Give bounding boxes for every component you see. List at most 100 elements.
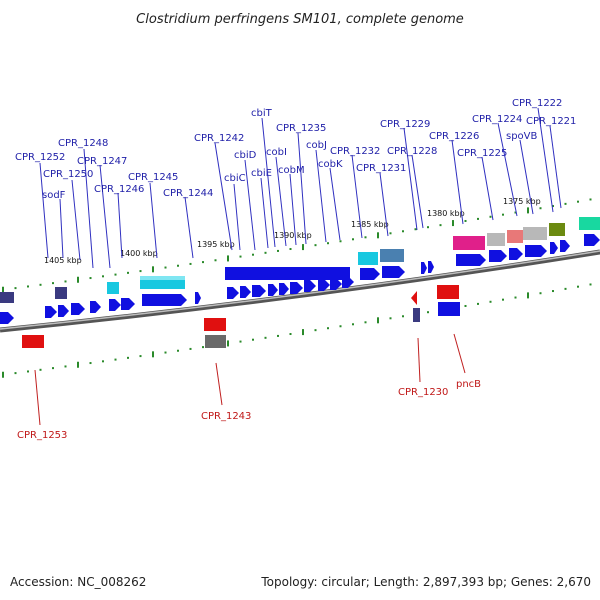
- gene-block[interactable]: [22, 335, 44, 348]
- tick-mark: [502, 213, 504, 216]
- gene-block[interactable]: [523, 227, 547, 240]
- gene-block[interactable]: [55, 287, 67, 299]
- gene-block[interactable]: [380, 249, 404, 262]
- tick-mark: [339, 240, 342, 243]
- tick-mark: [127, 356, 129, 359]
- tick-mark: [52, 367, 54, 370]
- tick-mark: [439, 224, 442, 227]
- gene-block[interactable]: [549, 223, 565, 236]
- gene-label[interactable]: cobI: [266, 147, 287, 158]
- scale-label: 1395 kbp: [197, 240, 235, 249]
- gene-arrow[interactable]: [456, 254, 486, 266]
- gene-label[interactable]: cbiD: [234, 150, 257, 161]
- gene-arrow[interactable]: [428, 261, 434, 273]
- gene-arrow[interactable]: [290, 282, 303, 294]
- gene-arrow[interactable]: [342, 276, 354, 288]
- gene-label[interactable]: spoVB: [506, 131, 538, 142]
- gene-arrow[interactable]: [382, 266, 405, 278]
- gene-block[interactable]: [107, 282, 119, 294]
- gene-label[interactable]: CPR_1221: [526, 116, 576, 127]
- gene-block[interactable]: [204, 318, 226, 331]
- gene-arrow[interactable]: [489, 250, 507, 262]
- gene-arrow[interactable]: [304, 280, 316, 292]
- gene-label[interactable]: CPR_1253: [17, 430, 67, 441]
- gene-arrow[interactable]: [268, 284, 278, 296]
- feature-track-lower: [22, 285, 460, 348]
- gene-arrow[interactable]: [421, 262, 427, 274]
- tick-mark: [152, 351, 154, 358]
- tick-mark: [577, 200, 579, 203]
- gene-label[interactable]: CPR_1252: [15, 152, 65, 163]
- gene-arrow[interactable]: [411, 291, 417, 305]
- gene-label[interactable]: CPR_1231: [356, 163, 406, 174]
- gene-arrow[interactable]: [360, 268, 380, 280]
- gene-arrow[interactable]: [584, 234, 600, 246]
- gene-arrow[interactable]: [560, 240, 570, 252]
- gene-arrow[interactable]: [279, 283, 289, 295]
- gene-arrow[interactable]: [525, 245, 547, 257]
- gene-label[interactable]: cbiC: [224, 173, 246, 184]
- gene-block[interactable]: [438, 302, 460, 316]
- gene-label[interactable]: pncB: [456, 379, 481, 390]
- gene-label[interactable]: CPR_1243: [201, 411, 251, 422]
- gene-label[interactable]: CPR_1247: [77, 156, 127, 167]
- gene-label[interactable]: CPR_1229: [380, 119, 430, 130]
- tick-mark: [514, 296, 517, 299]
- gene-label[interactable]: CPR_1222: [512, 98, 562, 109]
- tick-mark: [414, 228, 417, 231]
- gene-block[interactable]: [453, 236, 485, 250]
- gene-block[interactable]: [487, 233, 505, 246]
- gene-arrow[interactable]: [227, 287, 239, 299]
- gene-arrow[interactable]: [195, 292, 201, 304]
- gene-label[interactable]: CPR_1245: [128, 172, 178, 183]
- gene-label[interactable]: CPR_1246: [94, 184, 144, 195]
- gene-block[interactable]: [579, 217, 600, 230]
- gene-label[interactable]: CPR_1244: [163, 188, 213, 199]
- gene-arrow[interactable]: [252, 285, 266, 297]
- gene-arrow[interactable]: [318, 279, 330, 291]
- gene-arrow[interactable]: [109, 299, 121, 311]
- gene-arrow[interactable]: [45, 306, 57, 318]
- gene-block[interactable]: [0, 292, 14, 303]
- gene-arrow[interactable]: [71, 303, 85, 315]
- tick-mark: [502, 298, 504, 301]
- tick-mark: [527, 207, 529, 214]
- gene-label[interactable]: cobJ: [306, 140, 327, 151]
- gene-arrow[interactable]: [0, 312, 14, 324]
- gene-label[interactable]: cobM: [278, 165, 305, 176]
- gene-label[interactable]: CPR_1225: [457, 148, 507, 159]
- tick-mark: [77, 276, 79, 283]
- gene-arrow[interactable]: [550, 242, 558, 254]
- gene-arrow[interactable]: [142, 294, 187, 306]
- gene-label[interactable]: CPR_1230: [398, 387, 448, 398]
- tick-mark: [327, 242, 329, 245]
- gene-label[interactable]: CPR_1226: [429, 131, 479, 142]
- gene-label[interactable]: sodF: [42, 190, 66, 201]
- gene-label[interactable]: CPR_1224: [472, 114, 522, 125]
- gene-block[interactable]: [358, 252, 378, 265]
- tick-mark: [2, 371, 4, 378]
- gene-block[interactable]: [225, 267, 350, 280]
- gene-label[interactable]: CPR_1228: [387, 146, 437, 157]
- gene-block[interactable]: [437, 285, 459, 299]
- gene-arrow[interactable]: [58, 305, 69, 317]
- gene-label[interactable]: CPR_1242: [194, 133, 244, 144]
- gene-block[interactable]: [205, 335, 226, 348]
- gene-arrow[interactable]: [121, 298, 135, 310]
- gene-arrow[interactable]: [330, 278, 342, 290]
- gene-label[interactable]: cobK: [318, 159, 343, 170]
- scale-label: 1405 kbp: [44, 256, 82, 265]
- gene-label[interactable]: CPR_1235: [276, 123, 326, 134]
- gene-block[interactable]: [140, 276, 185, 280]
- gene-label[interactable]: CPR_1250: [43, 169, 93, 180]
- gene-arrow[interactable]: [509, 248, 523, 260]
- gene-arrow[interactable]: [90, 301, 101, 313]
- gene-arrow[interactable]: [240, 286, 251, 298]
- gene-label[interactable]: CPR_1248: [58, 138, 108, 149]
- tick-mark: [352, 238, 354, 241]
- gene-label[interactable]: cbiE: [251, 168, 272, 179]
- gene-block[interactable]: [413, 308, 420, 322]
- gene-label[interactable]: CPR_1232: [330, 146, 380, 157]
- gene-block[interactable]: [507, 230, 523, 243]
- gene-label[interactable]: cbiT: [251, 108, 273, 119]
